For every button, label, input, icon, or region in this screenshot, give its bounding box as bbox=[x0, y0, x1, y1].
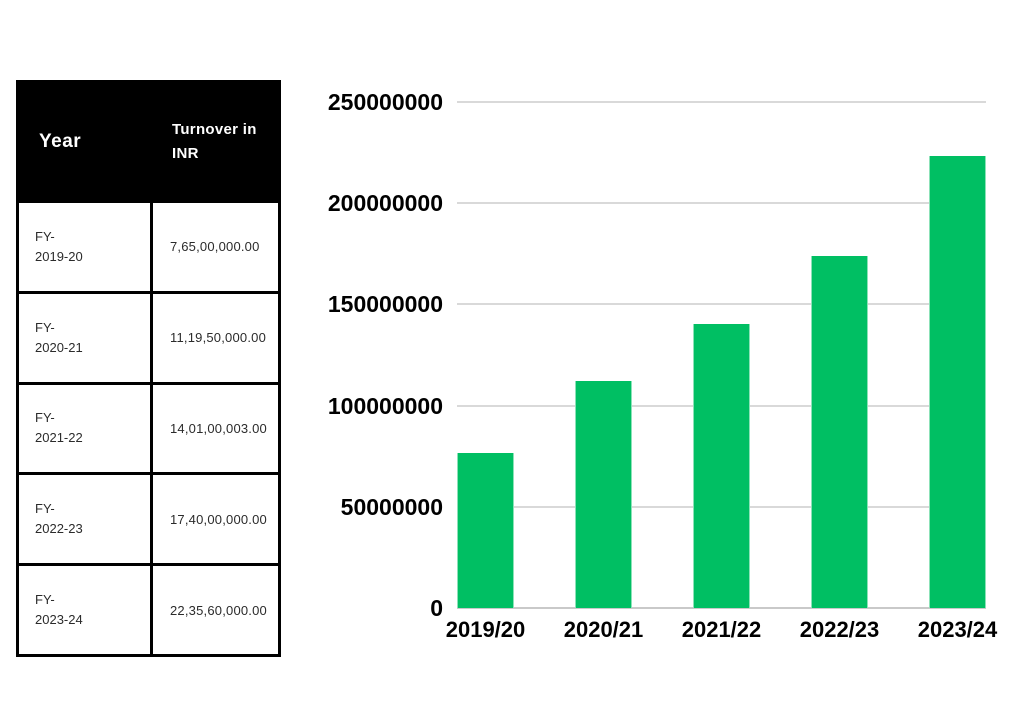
gridline bbox=[457, 202, 986, 205]
bar-2023/24 bbox=[929, 155, 986, 608]
x-axis-tick-label: 2021/22 bbox=[681, 617, 762, 642]
table-row-turnover: 14,01,00,003.00 bbox=[153, 384, 278, 473]
table-row-year: FY- 2020-21 bbox=[19, 293, 150, 382]
table-row-turnover: 17,40,00,000.00 bbox=[153, 475, 278, 564]
y-axis-tick-label: 200000000 bbox=[327, 190, 443, 217]
table-row-year: FY- 2021-22 bbox=[19, 384, 150, 473]
table-row-year: FY- 2022-23 bbox=[19, 475, 150, 564]
table-row-turnover: 11,19,50,000.00 bbox=[153, 293, 278, 382]
y-axis-tick-label: 250000000 bbox=[327, 89, 443, 115]
table-row-year: FY- 2019-20 bbox=[19, 203, 150, 291]
x-axis-tick-label: 2019/20 bbox=[445, 617, 526, 642]
table-row-year: FY- 2023-24 bbox=[19, 566, 150, 654]
x-axis-tick-label: 2022/23 bbox=[799, 617, 880, 642]
y-axis-tick-label: 100000000 bbox=[327, 392, 443, 419]
bar-2020/21 bbox=[575, 381, 632, 608]
table-header-year: Year bbox=[19, 83, 150, 200]
table-row-turnover: 7,65,00,000.00 bbox=[153, 203, 278, 291]
x-axis-tick-label: 2020/21 bbox=[563, 617, 644, 642]
y-axis-tick-label: 50000000 bbox=[340, 493, 443, 520]
gridline bbox=[457, 101, 986, 103]
y-axis-tick-label: 0 bbox=[430, 595, 443, 621]
x-axis-tick-label: 2023/24 bbox=[917, 617, 998, 642]
table-header-turnover: Turnover in INR bbox=[153, 83, 278, 200]
x-axis-baseline bbox=[457, 607, 986, 609]
bar-2019/20 bbox=[457, 453, 514, 608]
gridline bbox=[457, 303, 986, 306]
turnover-table: Year Turnover in INR FY- 2019-20 7,65,00… bbox=[16, 80, 281, 657]
bar-2021/22 bbox=[693, 324, 750, 608]
y-axis-tick-label: 150000000 bbox=[327, 291, 443, 318]
table-row-turnover: 22,35,60,000.00 bbox=[153, 566, 278, 654]
bar-2022/23 bbox=[811, 255, 868, 608]
